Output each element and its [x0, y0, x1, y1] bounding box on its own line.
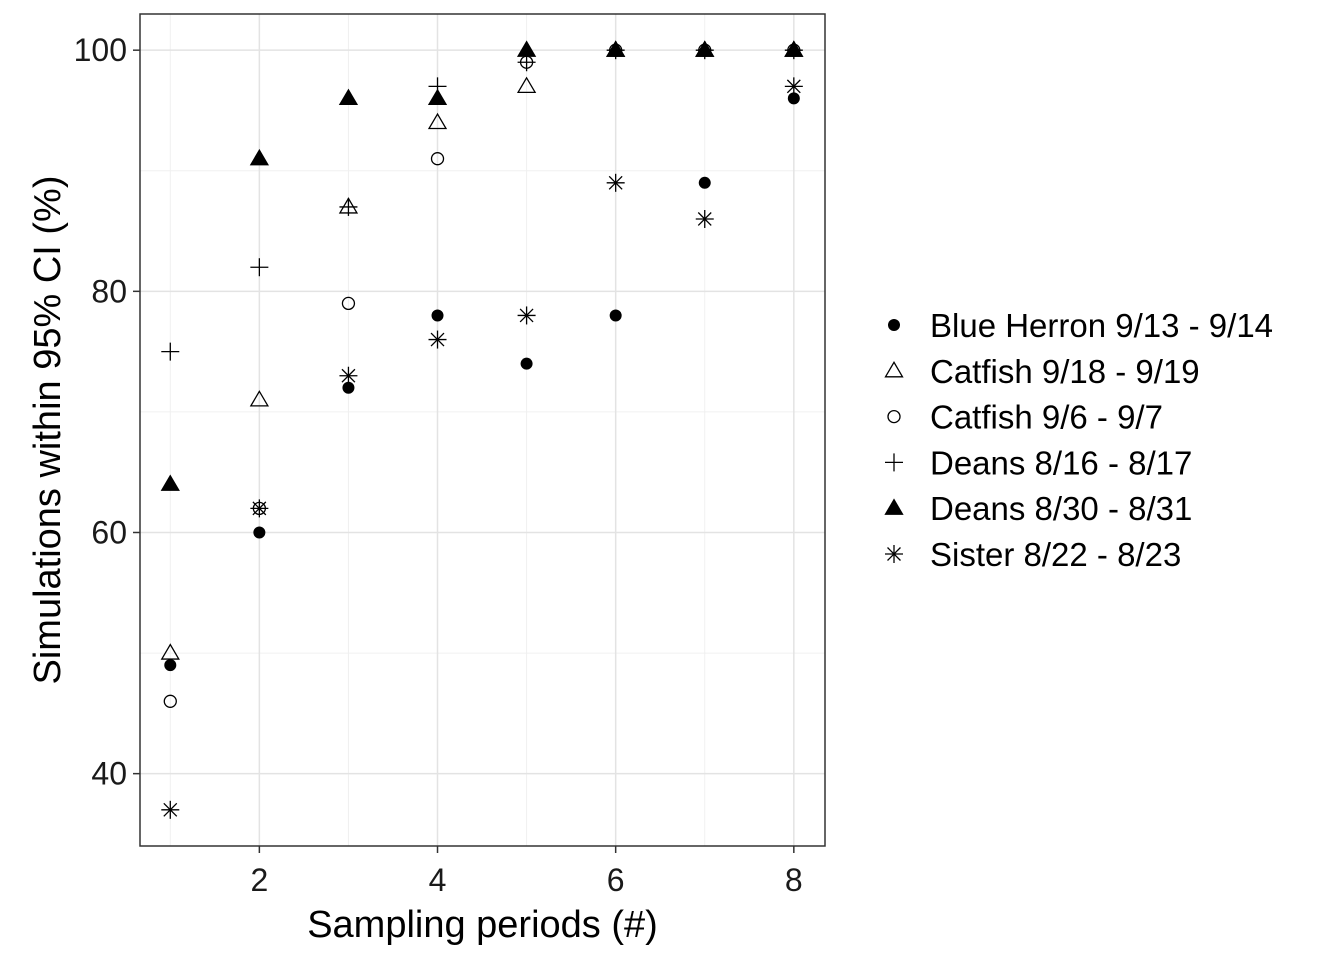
data-point [606, 173, 625, 192]
data-point [695, 40, 715, 57]
data-point [516, 40, 537, 57]
data-point [516, 76, 537, 93]
data-point [161, 342, 180, 361]
data-point [428, 330, 447, 349]
legend-label: Deans 8/30 - 8/31 [930, 490, 1192, 527]
series-5 [161, 77, 803, 819]
data-point [520, 357, 533, 370]
y-axis-title: Simulations within 95% CI (%) [27, 176, 69, 685]
data-points [160, 40, 804, 819]
data-point [164, 659, 177, 672]
x-tick-label: 6 [607, 862, 625, 898]
legend-key [887, 409, 901, 424]
axis-ticks: 2 4 6 8 40 60 80 100 [74, 32, 803, 898]
legend-item: Catfish 9/6 - 9/7 [887, 399, 1163, 436]
data-point [695, 209, 714, 228]
legend: Blue Herron 9/13 - 9/14 Catfish 9/18 - 9/… [884, 307, 1273, 573]
x-tick-label: 4 [429, 862, 447, 898]
data-point [342, 381, 355, 394]
x-tick-label: 2 [250, 862, 268, 898]
data-point [253, 526, 266, 539]
x-tick-label: 8 [785, 862, 803, 898]
y-tick-label: 60 [91, 514, 127, 550]
y-tick-label: 100 [74, 32, 127, 68]
series-4 [160, 40, 804, 491]
data-point [517, 306, 536, 325]
x-axis-title: Sampling periods (#) [307, 904, 658, 946]
legend-key [885, 545, 903, 563]
data-point [339, 366, 358, 385]
data-point [161, 800, 180, 819]
legend-key [884, 361, 904, 378]
y-tick-label: 80 [91, 273, 127, 309]
data-point [427, 88, 448, 106]
data-point [160, 474, 180, 491]
data-point [341, 296, 356, 311]
data-point [338, 88, 359, 106]
legend-key [884, 498, 904, 515]
data-point [427, 112, 448, 130]
data-point [698, 176, 711, 189]
data-point [784, 77, 803, 96]
series-0 [164, 92, 800, 672]
legend-item: Catfish 9/18 - 9/19 [884, 353, 1200, 390]
data-point [606, 40, 626, 57]
legend-label: Catfish 9/6 - 9/7 [930, 399, 1163, 436]
data-point [163, 694, 177, 708]
data-point [160, 643, 180, 660]
legend-key [885, 453, 903, 472]
data-point [339, 197, 358, 216]
legend-item: Deans 8/16 - 8/17 [885, 444, 1192, 481]
legend-item: Blue Herron 9/13 - 9/14 [888, 307, 1273, 344]
legend-label: Catfish 9/18 - 9/19 [930, 353, 1200, 390]
plot-panel-border [139, 13, 826, 847]
data-point [784, 40, 804, 57]
legend-item: Sister 8/22 - 8/23 [885, 536, 1181, 573]
data-point [431, 309, 444, 322]
data-point [250, 499, 269, 518]
data-point [609, 309, 622, 322]
legend-key [888, 319, 900, 331]
legend-item: Deans 8/30 - 8/31 [884, 490, 1192, 527]
data-point [249, 390, 269, 407]
legend-label: Sister 8/22 - 8/23 [930, 536, 1181, 573]
data-point [250, 258, 269, 277]
y-tick-label: 40 [91, 756, 127, 792]
data-point [787, 92, 800, 105]
legend-label: Blue Herron 9/13 - 9/14 [930, 307, 1273, 344]
legend-label: Deans 8/16 - 8/17 [930, 444, 1192, 481]
data-point [430, 152, 445, 166]
data-point [249, 148, 269, 166]
